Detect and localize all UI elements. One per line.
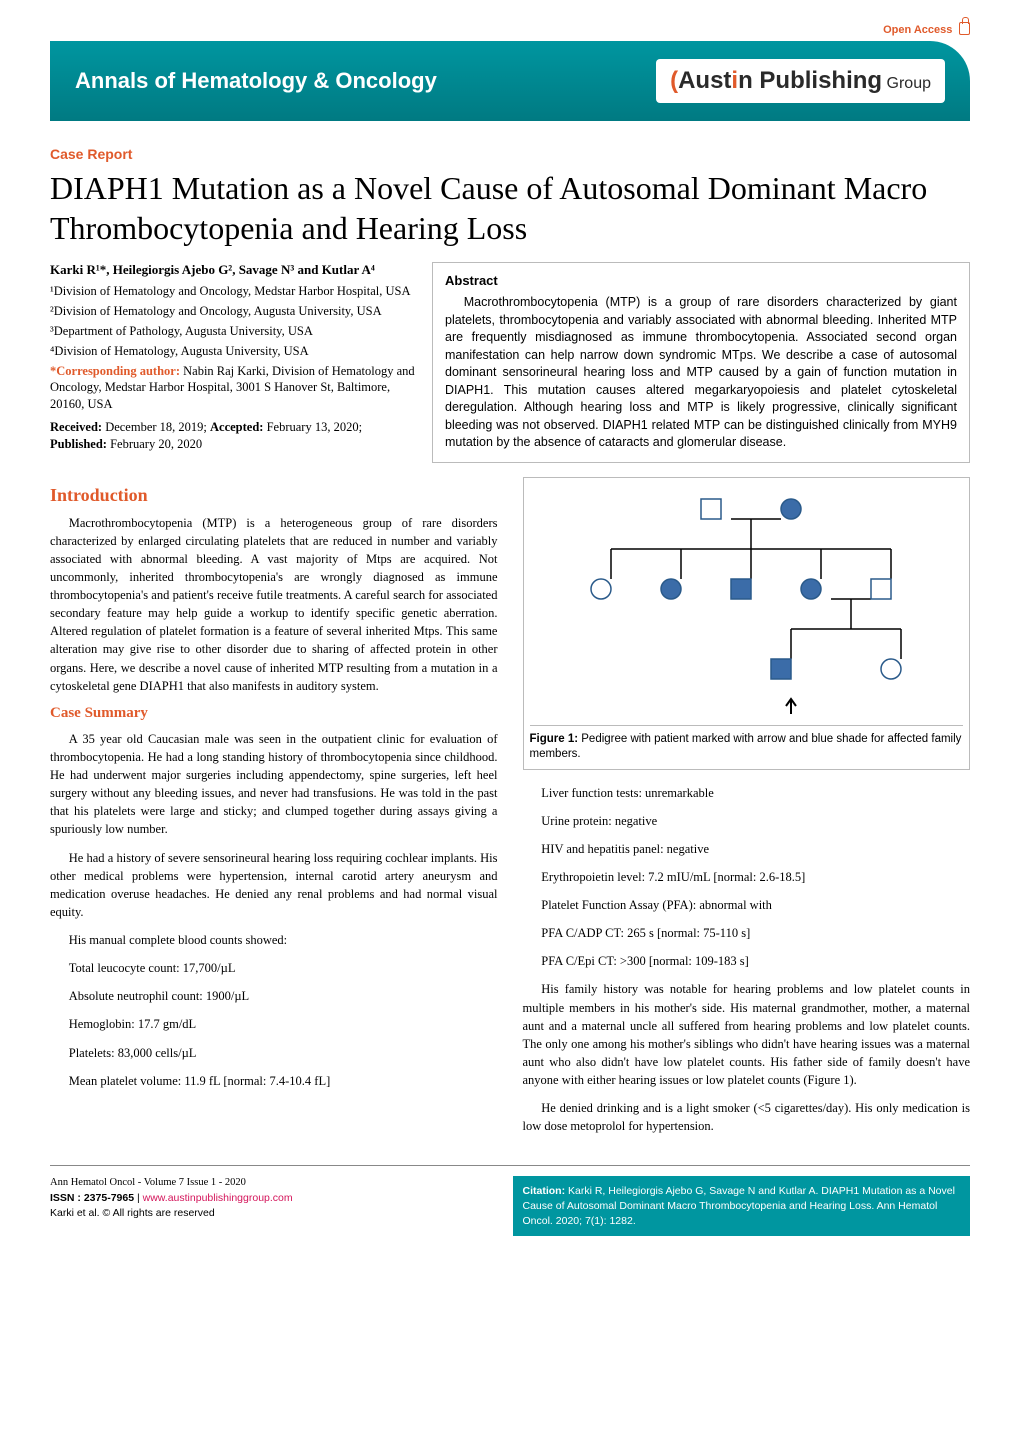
lab-left-4: Mean platelet volume: 11.9 fL [normal: 7…	[50, 1072, 498, 1090]
issn-line: ISSN : 2375-7965 | www.austinpublishingg…	[50, 1191, 488, 1206]
volume-info: Ann Hematol Oncol - Volume 7 Issue 1 - 2…	[50, 1176, 488, 1191]
abstract-text: Macrothrombocytopenia (MTP) is a group o…	[445, 294, 957, 452]
lab-left-3: Platelets: 83,000 cells/µL	[50, 1044, 498, 1062]
publisher-logo: (Austin Publishing Group	[656, 59, 945, 103]
lab-right-1: Urine protein: negative	[523, 812, 971, 830]
case-heading: Case Summary	[50, 705, 498, 722]
open-access-wrap: Open Access	[50, 0, 970, 41]
lab-right-5: PFA C/ADP CT: 265 s [normal: 75-110 s]	[523, 924, 971, 942]
affiliation-1: ¹Division of Hematology and Oncology, Me…	[50, 283, 418, 300]
intro-paragraph: Macrothrombocytopenia (MTP) is a heterog…	[50, 514, 498, 695]
figure-1-caption: Figure 1: Pedigree with patient marked w…	[530, 725, 964, 763]
case-p2: He had a history of severe sensorineural…	[50, 849, 498, 922]
corresponding-author: *Corresponding author: Nabin Raj Karki, …	[50, 363, 418, 414]
open-lock-icon	[959, 22, 970, 35]
figure-1: Figure 1: Pedigree with patient marked w…	[523, 477, 971, 770]
case-p5: He denied drinking and is a light smoker…	[523, 1099, 971, 1135]
abstract-box: Abstract Macrothrombocytopenia (MTP) is …	[432, 262, 970, 463]
publisher-link[interactable]: www.austinpublishinggroup.com	[143, 1192, 293, 1204]
article-type: Case Report	[50, 146, 970, 162]
affiliation-2: ²Division of Hematology and Oncology, Au…	[50, 303, 418, 320]
footer-meta: Ann Hematol Oncol - Volume 7 Issue 1 - 2…	[50, 1176, 488, 1220]
lab-left-0: Total leucocyte count: 17,700/µL	[50, 959, 498, 977]
affiliation-4: ⁴Division of Hematology, Augusta Univers…	[50, 343, 418, 360]
lab-right-0: Liver function tests: unremarkable	[523, 784, 971, 802]
open-access-label: Open Access	[883, 24, 952, 36]
affiliation-3: ³Department of Pathology, Augusta Univer…	[50, 323, 418, 340]
lab-right-3: Erythropoietin level: 7.2 mIU/mL [normal…	[523, 868, 971, 886]
lab-right-4: Platelet Function Assay (PFA): abnormal …	[523, 896, 971, 914]
lab-left-1: Absolute neutrophil count: 1900/µL	[50, 987, 498, 1005]
author-list: Karki R¹*, Heilegiorgis Ajebo G², Savage…	[50, 262, 418, 278]
journal-name: Annals of Hematology & Oncology	[75, 68, 437, 94]
case-p3: His manual complete blood counts showed:	[50, 931, 498, 949]
lab-right-6: PFA C/Epi CT: >300 [normal: 109-183 s]	[523, 952, 971, 970]
lab-left-2: Hemoglobin: 17.7 gm/dL	[50, 1015, 498, 1033]
article-title: DIAPH1 Mutation as a Novel Cause of Auto…	[50, 168, 970, 248]
footer-divider	[50, 1165, 970, 1166]
intro-heading: Introduction	[50, 485, 498, 506]
citation-box: Citation: Karki R, Heilegiorgis Ajebo G,…	[513, 1176, 971, 1236]
rights: Karki et al. © All rights are reserved	[50, 1206, 488, 1221]
logo-curve-icon: (	[670, 67, 678, 94]
pedigree-diagram	[536, 484, 956, 719]
case-p1: A 35 year old Caucasian male was seen in…	[50, 730, 498, 839]
lab-right-2: HIV and hepatitis panel: negative	[523, 840, 971, 858]
article-dates: Received: December 18, 2019; Accepted: F…	[50, 419, 418, 453]
journal-banner: Annals of Hematology & Oncology (Austin …	[50, 41, 970, 121]
abstract-title: Abstract	[445, 273, 957, 288]
case-p4: His family history was notable for heari…	[523, 980, 971, 1089]
